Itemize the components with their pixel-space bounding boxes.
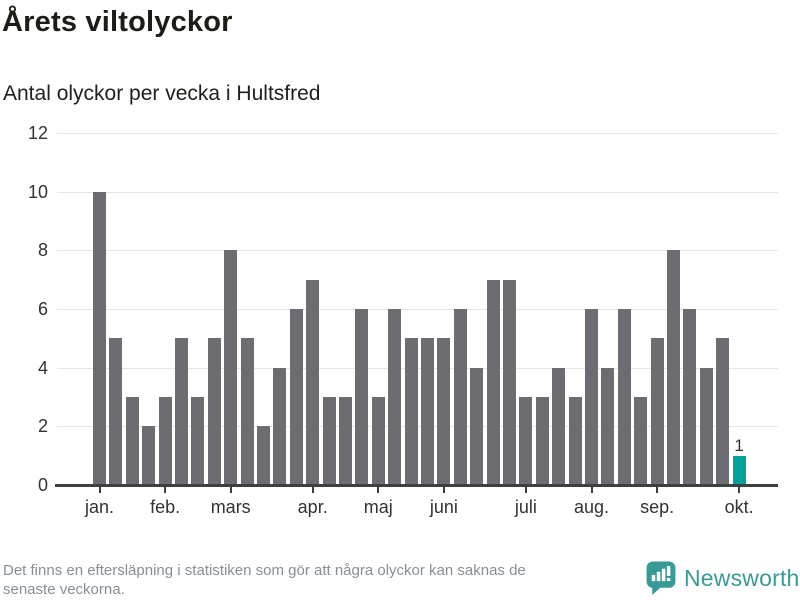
bar-week-4: [142, 426, 156, 485]
highlight-value-label: 1: [734, 435, 744, 455]
newsworthy-logo-text: Newsworthy: [684, 564, 800, 591]
bar-week-21: [421, 338, 434, 485]
x-axis-label-juni: juni: [429, 497, 458, 517]
y-axis-label-2: 2: [37, 416, 48, 437]
x-axis-label-feb: feb.: [150, 497, 181, 517]
bar-week-40: [732, 455, 746, 485]
bar-week-23: [453, 308, 467, 485]
bar-week-9: [224, 250, 238, 485]
x-axis-label-jan: jan.: [84, 497, 115, 517]
bar-week-12: [273, 367, 287, 485]
bar-week-6: [175, 338, 188, 485]
bar-week-26: [503, 279, 516, 485]
bar-week-17: [355, 308, 369, 485]
bar-week-7: [191, 396, 205, 485]
chart-subtitle: Antal olyckor per vecka i Hultsfred: [3, 82, 321, 105]
y-axis-label-8: 8: [37, 240, 48, 261]
bar-week-15: [322, 396, 336, 485]
y-axis-label-10: 10: [27, 181, 48, 202]
x-tick-feb: [164, 487, 167, 493]
bar-week-1: [93, 191, 106, 485]
y-axis-label-4: 4: [37, 357, 48, 378]
bar-week-22: [437, 338, 451, 485]
bar-week-2: [109, 338, 123, 485]
bar-week-28: [535, 396, 549, 485]
bar-week-34: [634, 396, 648, 485]
bar-week-37: [683, 308, 697, 485]
bar-week-5: [158, 396, 172, 485]
bar-week-16: [339, 396, 352, 485]
gridline-y8: [57, 250, 778, 252]
newsworthy-logo: Newsworthy: [646, 561, 800, 595]
x-axis-label-apr: apr.: [297, 497, 328, 517]
bar-week-39: [716, 338, 730, 485]
bar-week-18: [371, 396, 385, 485]
x-tick-sep: [656, 487, 659, 493]
y-axis-label-12: 12: [27, 122, 48, 143]
x-axis-label-maj: maj: [363, 497, 393, 517]
x-axis-label-okt: okt.: [724, 497, 754, 517]
chart-title: Årets viltolyckor: [2, 6, 233, 38]
bar-week-19: [388, 308, 402, 485]
x-tick-apr: [311, 487, 314, 493]
x-tick-okt: [738, 487, 741, 493]
bar-week-31: [585, 308, 598, 485]
bar-week-20: [404, 338, 418, 485]
bar-week-30: [568, 396, 582, 485]
y-axis-label-0: 0: [37, 475, 48, 495]
footnote-line-1: Det finns en eftersläpning i statistiken…: [3, 562, 526, 579]
gridline-y10: [57, 191, 778, 193]
bar-week-14: [306, 279, 320, 485]
gridline-y12: [57, 132, 778, 134]
y-axis-label-6: 6: [37, 298, 48, 319]
x-tick-mars: [229, 487, 232, 493]
gridline-y6: [57, 308, 778, 310]
bar-week-25: [486, 279, 500, 485]
bar-week-27: [519, 396, 533, 485]
bar-week-3: [125, 396, 139, 485]
x-axis-label-aug: aug.: [573, 497, 610, 517]
footnote-line-2: senaste veckorna.: [3, 581, 125, 598]
bar-week-36: [667, 250, 680, 485]
bar-week-24: [470, 367, 484, 485]
bar-week-11: [257, 426, 270, 485]
x-tick-juli: [524, 487, 527, 493]
x-tick-aug: [590, 487, 593, 493]
newsworthy-logo-icon: [646, 561, 676, 595]
x-axis-label-sep: sep.: [640, 497, 675, 517]
bar-week-8: [207, 338, 221, 485]
chart-footnote: Det finns en eftersläpning i statistiken…: [3, 561, 526, 599]
bar-week-33: [617, 308, 631, 485]
bar-week-13: [289, 308, 303, 485]
bar-week-10: [240, 338, 254, 485]
bar-week-29: [552, 367, 566, 485]
x-tick-juni: [442, 487, 445, 493]
x-axis-label-mars: mars: [210, 497, 251, 517]
x-tick-maj: [377, 487, 380, 493]
x-axis-line: [55, 484, 778, 487]
bar-week-38: [699, 367, 713, 485]
x-axis-label-juli: juli: [514, 497, 537, 517]
bar-week-32: [601, 367, 615, 485]
x-tick-jan: [98, 487, 101, 493]
bar-week-35: [650, 338, 664, 485]
